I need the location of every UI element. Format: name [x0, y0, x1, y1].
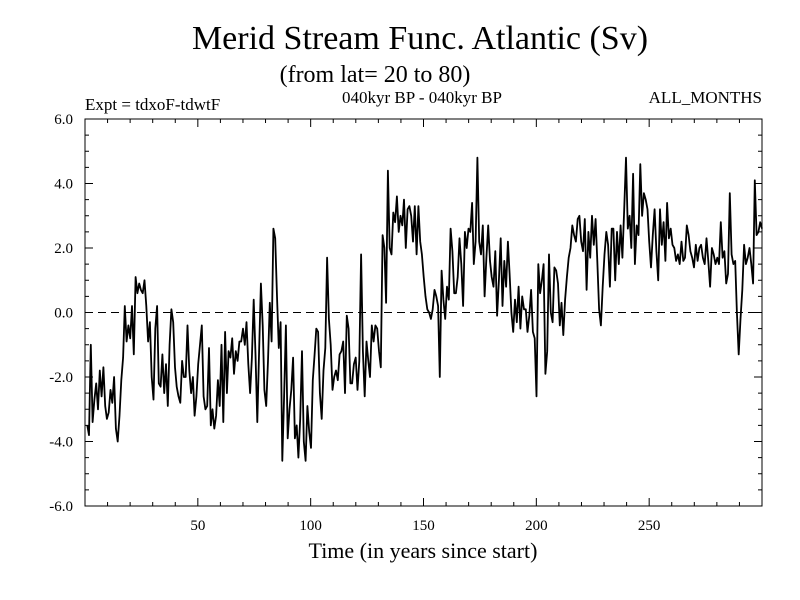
- y-tick-label: 2.0: [54, 241, 73, 257]
- header-right: ALL_MONTHS: [649, 88, 762, 107]
- x-tick-label: 150: [412, 518, 435, 534]
- y-axis-ticks: [85, 118, 762, 507]
- y-tick-label: 6.0: [54, 112, 73, 128]
- x-tick-label: 250: [638, 518, 661, 534]
- chart-subtitle: (from lat= 20 to 80): [280, 62, 471, 88]
- header-left: Expt = tdxoF-tdwtF: [85, 95, 220, 114]
- x-tick-label: 100: [299, 518, 322, 534]
- y-tick-label: 4.0: [54, 177, 73, 193]
- x-axis-ticks: [107, 119, 740, 506]
- x-axis-label: Time (in years since start): [309, 538, 538, 563]
- header-center: 040kyr BP - 040kyr BP: [342, 88, 502, 107]
- x-axis-tick-labels: 50 100 150 200 250: [190, 518, 660, 534]
- chart-title: Merid Stream Func. Atlantic (Sv): [192, 20, 648, 57]
- x-tick-label: 200: [525, 518, 548, 534]
- y-tick-label: 0.0: [54, 306, 73, 322]
- y-tick-label: -6.0: [49, 499, 73, 515]
- y-tick-label: -4.0: [49, 435, 73, 451]
- y-axis-tick-labels: -6.0 -4.0 -2.0 0.0 2.0 4.0 6.0: [49, 112, 73, 515]
- y-tick-label: -2.0: [49, 370, 73, 386]
- data-series-line: [86, 156, 763, 462]
- x-tick-label: 50: [190, 518, 205, 534]
